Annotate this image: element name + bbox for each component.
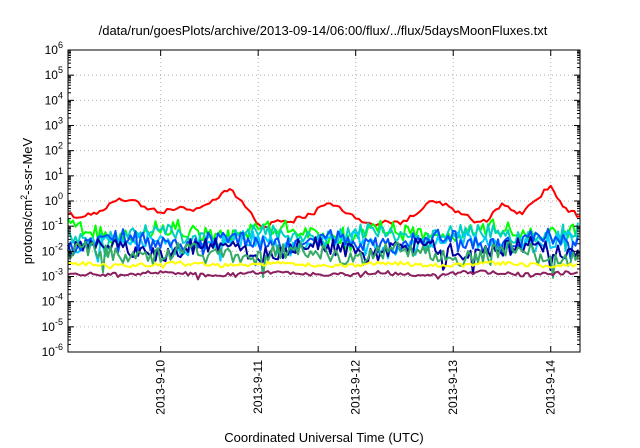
y-tick-label: 10-1 — [42, 216, 63, 233]
y-tick-label: 10-6 — [42, 342, 63, 359]
y-tick-label: 100 — [45, 191, 63, 208]
series-line — [67, 222, 579, 258]
y-axis-label-exponent: 2 — [19, 195, 29, 200]
y-tick-label-base: 10 — [42, 219, 56, 233]
series-line — [67, 227, 579, 260]
y-tick-label-exponent: -3 — [55, 267, 63, 277]
x-tick-label: 2013-9-14 — [544, 360, 558, 415]
chart-title: /data/run/goesPlots/archive/2013-09-14/0… — [99, 23, 548, 38]
y-tick-label: 102 — [45, 141, 63, 158]
y-tick-label-exponent: -6 — [55, 342, 63, 352]
y-tick-label-base: 10 — [45, 119, 59, 133]
y-tick-label-base: 10 — [45, 169, 59, 183]
y-tick-label: 103 — [45, 116, 63, 133]
y-tick-label: 10-4 — [42, 292, 63, 309]
y-tick-label-base: 10 — [45, 43, 59, 57]
y-tick-label: 10-3 — [42, 267, 63, 284]
y-tick-label-base: 10 — [45, 68, 59, 82]
y-tick-label-exponent: 5 — [58, 65, 63, 75]
y-tick-label-exponent: 0 — [58, 191, 63, 201]
y-axis-label-suffix: -s-sr-MeV — [20, 137, 35, 194]
y-tick-label: 105 — [45, 65, 63, 82]
series-line — [67, 218, 579, 257]
y-axis-label-prefix: protons/cm — [20, 200, 35, 264]
grid-lines — [68, 50, 580, 352]
y-tick-label-exponent: 2 — [58, 141, 63, 151]
y-tick-label-exponent: -4 — [55, 292, 63, 302]
y-tick-label-base: 10 — [42, 320, 56, 334]
y-tick-label: 104 — [45, 90, 63, 107]
y-tick-label-exponent: 3 — [58, 116, 63, 126]
y-tick-label: 10-2 — [42, 241, 63, 258]
y-tick-label-exponent: 1 — [58, 166, 63, 176]
y-axis: 10-610-510-410-310-210-11001011021031041… — [42, 40, 580, 359]
y-tick-label: 10-5 — [42, 317, 63, 334]
y-tick-label-exponent: -2 — [55, 241, 63, 251]
series-layer — [67, 184, 581, 281]
y-tick-label-base: 10 — [42, 345, 56, 359]
y-tick-label-base: 10 — [42, 270, 56, 284]
y-tick-label-base: 10 — [42, 244, 56, 258]
y-tick-label-base: 10 — [45, 194, 59, 208]
y-tick-label-exponent: 4 — [58, 90, 63, 100]
y-tick-label: 101 — [45, 166, 63, 183]
y-tick-label: 106 — [45, 40, 63, 57]
x-tick-label: 2013-9-13 — [446, 360, 460, 415]
series-line — [67, 260, 579, 270]
y-tick-label-base: 10 — [45, 144, 59, 158]
y-tick-label-base: 10 — [45, 93, 59, 107]
y-tick-label-exponent: -5 — [55, 317, 63, 327]
y-tick-label-base: 10 — [42, 295, 56, 309]
series-line — [67, 269, 579, 281]
x-axis-label: Coordinated Universal Time (UTC) — [224, 430, 423, 445]
y-tick-label-exponent: 6 — [58, 40, 63, 50]
x-axis: 2013-9-10 2013-9-11 2013-9-12 2013-9-13 2013… — [154, 50, 558, 415]
series-line — [67, 184, 581, 230]
y-tick-label-exponent: -1 — [55, 216, 63, 226]
y-axis-label: protons/cm2-s-sr-MeV — [19, 137, 35, 264]
x-tick-label: 2013-9-10 — [154, 360, 168, 415]
x-tick-label: 2013-9-12 — [349, 360, 363, 415]
x-tick-label: 2013-9-11 — [251, 360, 265, 414]
